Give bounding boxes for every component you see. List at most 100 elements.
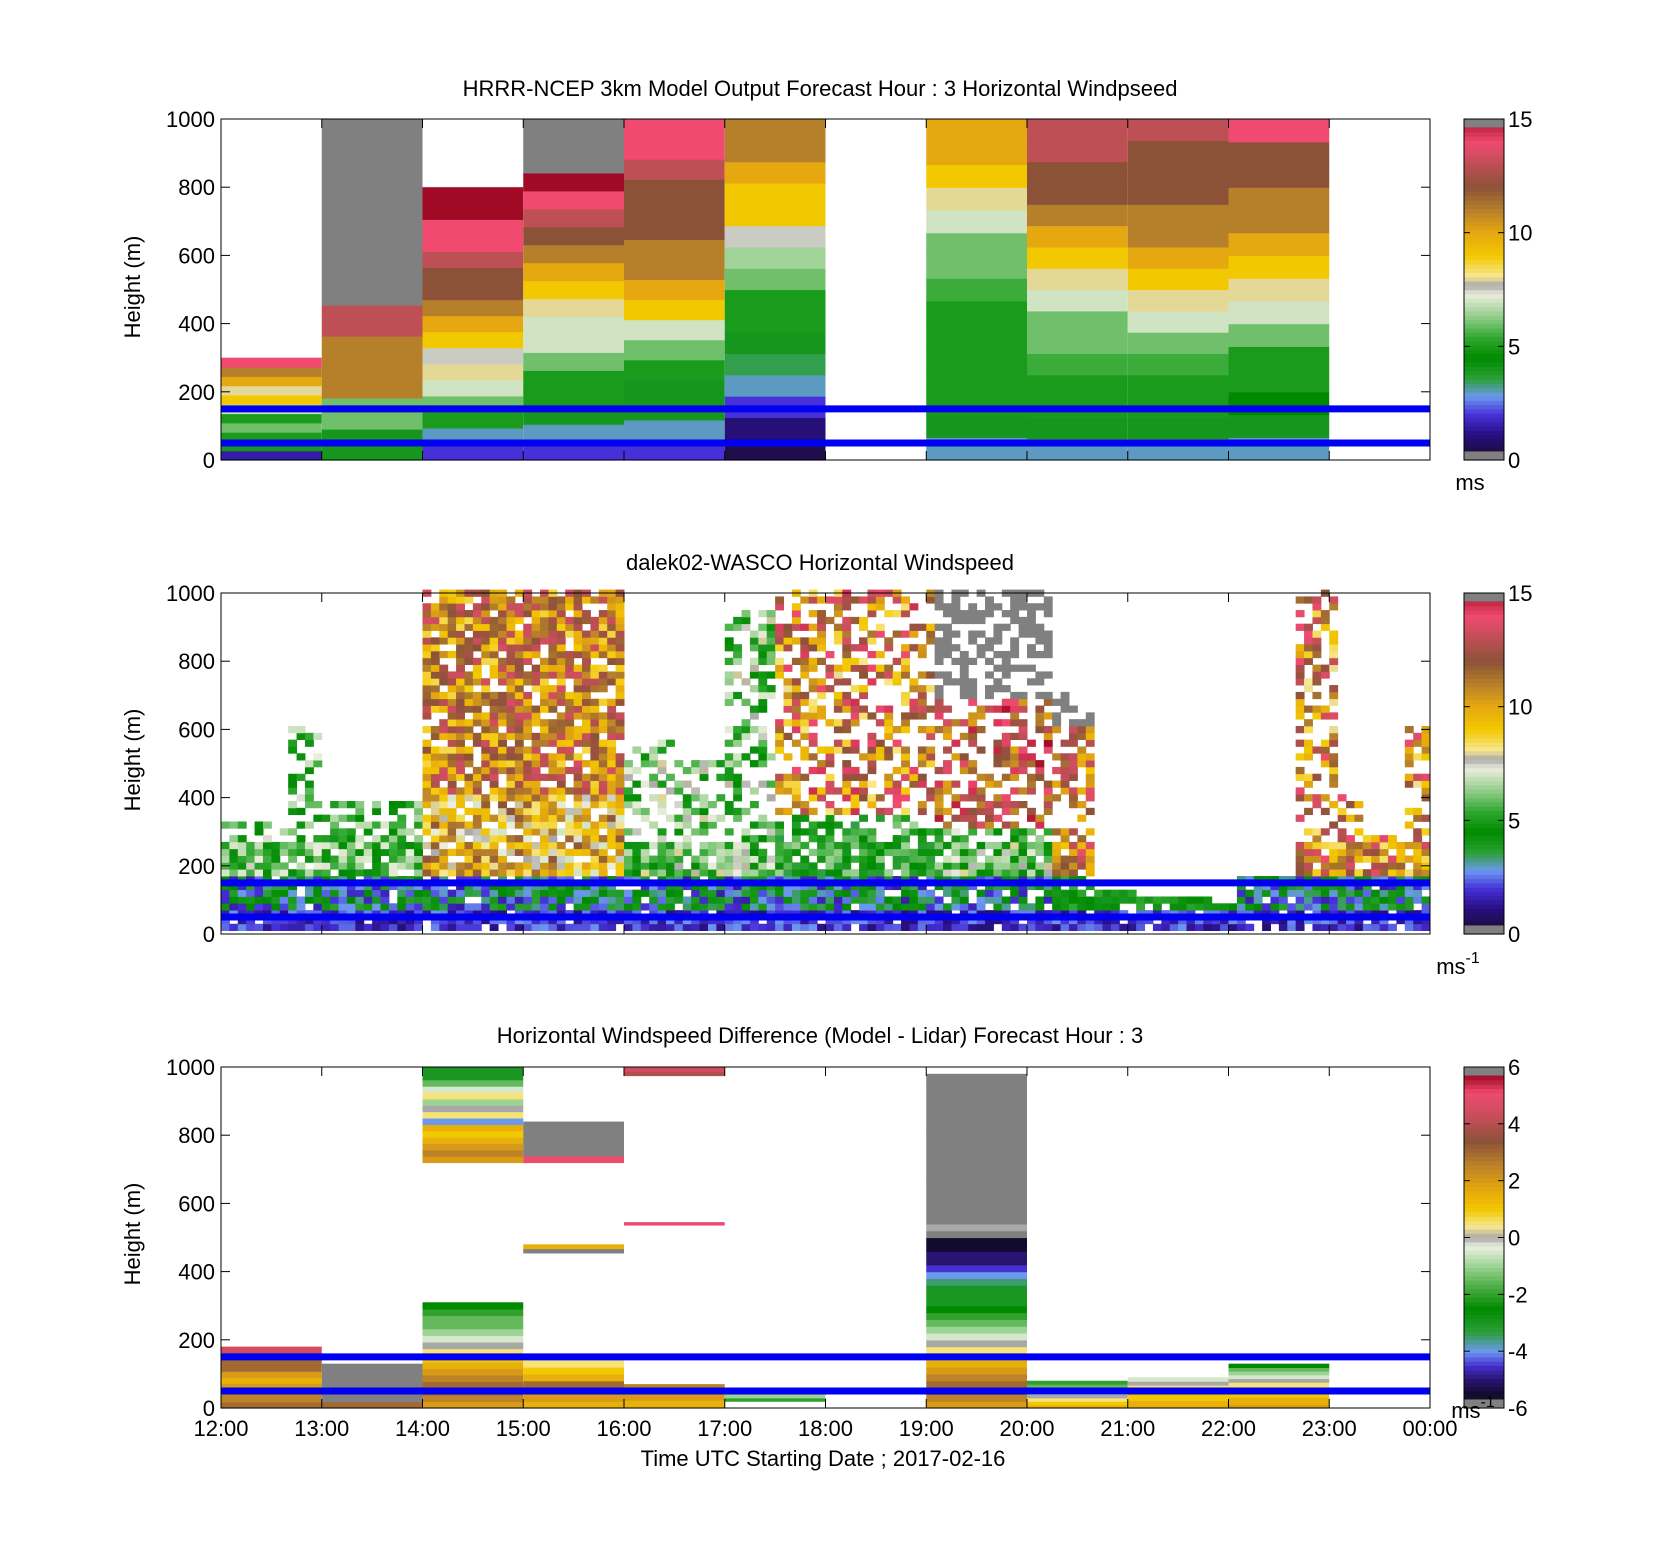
data-cell — [456, 882, 465, 891]
data-cell — [741, 903, 751, 911]
data-cell — [1068, 841, 1078, 850]
data-cell — [615, 869, 625, 877]
data-cell — [439, 664, 449, 672]
data-cell — [1362, 896, 1372, 904]
data-cell — [875, 719, 885, 727]
data-cell — [817, 623, 826, 631]
data-cell — [691, 787, 701, 795]
data-cell — [246, 882, 256, 891]
data-cell — [1421, 746, 1431, 754]
data-cell — [1001, 855, 1011, 863]
data-cell — [615, 807, 625, 816]
colorbar-segment — [1464, 1267, 1504, 1273]
data-cell — [842, 630, 852, 638]
data-cell — [884, 807, 894, 816]
data-cell — [808, 664, 818, 672]
data-cell — [934, 807, 944, 816]
data-cell — [1379, 916, 1389, 925]
data-cell — [1312, 794, 1322, 802]
data-cell — [388, 821, 398, 829]
colorbar-segment — [1464, 1237, 1504, 1243]
data-cell — [1337, 794, 1347, 802]
data-cell — [338, 848, 348, 856]
data-cell — [766, 623, 776, 631]
data-cell — [590, 705, 600, 713]
data-cell — [489, 903, 499, 911]
data-cell — [926, 232, 1027, 256]
colorbar-unit: ms — [1455, 470, 1484, 495]
data-cell — [414, 807, 423, 816]
data-cell — [422, 379, 524, 397]
data-cell — [506, 794, 516, 802]
data-cell — [951, 916, 961, 925]
colorbar-segment — [1464, 1280, 1504, 1285]
data-cell — [1043, 896, 1053, 904]
data-cell — [1312, 903, 1322, 911]
data-cell — [590, 739, 600, 747]
data-cell — [1329, 712, 1339, 720]
data-cell — [699, 916, 709, 925]
data-cell — [1027, 644, 1036, 652]
data-cell — [1052, 828, 1062, 836]
data-cell — [1127, 1392, 1229, 1398]
colorbar-segment — [1464, 285, 1504, 291]
data-cell — [783, 773, 793, 781]
data-cell — [850, 841, 860, 850]
data-cell — [1060, 896, 1070, 904]
data-cell — [968, 916, 978, 925]
data-cell — [985, 603, 994, 611]
data-cell — [439, 916, 449, 925]
data-cell — [783, 664, 793, 672]
colorbar-segment — [1464, 916, 1504, 922]
data-cell — [917, 671, 927, 679]
data-cell — [556, 644, 566, 652]
data-cell — [1236, 923, 1246, 931]
data-cell — [825, 664, 835, 672]
data-cell — [472, 889, 482, 897]
data-cell — [968, 616, 978, 625]
data-cell — [775, 923, 785, 931]
data-cell — [985, 855, 994, 863]
data-cell — [817, 794, 826, 802]
data-cell — [716, 882, 726, 891]
data-cell — [531, 739, 541, 747]
data-cell — [1312, 835, 1322, 843]
data-cell — [733, 671, 743, 679]
data-cell — [607, 896, 617, 904]
data-cell — [221, 376, 322, 387]
data-cell — [808, 787, 818, 795]
data-cell — [279, 862, 289, 870]
data-cell — [540, 807, 549, 816]
colorbar-segment — [1464, 1207, 1504, 1213]
data-cell — [439, 746, 449, 754]
data-cell — [456, 821, 465, 829]
data-cell — [321, 212, 423, 244]
data-cell — [892, 657, 902, 666]
colorbar-segment — [1464, 259, 1504, 265]
data-cell — [867, 855, 877, 863]
colorbar-segment — [1464, 212, 1504, 218]
data-cell — [548, 814, 558, 822]
data-cell — [346, 841, 356, 850]
data-cell — [624, 219, 725, 240]
data-cell — [985, 780, 994, 788]
data-cell — [531, 712, 541, 720]
data-cell — [859, 671, 868, 679]
data-cell — [422, 862, 432, 870]
data-cell — [489, 848, 499, 856]
data-cell — [288, 855, 298, 863]
data-cell — [993, 896, 1003, 904]
data-cell — [254, 896, 264, 904]
data-cell — [1127, 161, 1229, 184]
data-cell — [909, 705, 919, 713]
data-cell — [405, 855, 415, 863]
data-cell — [901, 889, 910, 897]
data-cell — [582, 869, 591, 877]
y-tick-label: 800 — [178, 649, 215, 674]
data-cell — [1329, 821, 1339, 829]
data-cell — [330, 882, 340, 891]
data-cell — [489, 855, 499, 863]
data-cell — [573, 760, 583, 768]
data-cell — [523, 1360, 624, 1368]
data-cell — [800, 841, 810, 850]
